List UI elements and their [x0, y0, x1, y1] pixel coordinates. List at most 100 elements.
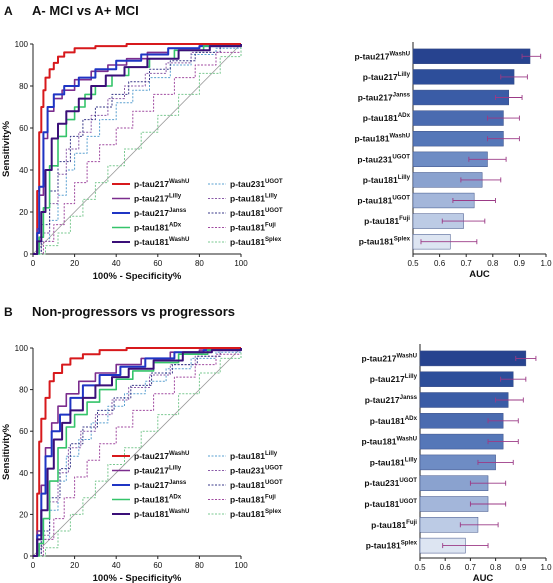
panel-a-roc-curve-6 [33, 44, 242, 255]
panel-a-legend-label: p-tau181Lilly [230, 193, 278, 204]
panel-b-legend-label: p-tau181WashU [134, 508, 190, 519]
panel-b-legend-label-sup: WashU [169, 508, 190, 515]
panel-b-roc-xtick-label: 60 [153, 561, 162, 570]
panel-b-roc-curve-9 [33, 348, 242, 557]
panel-b-roc-curve-1 [33, 348, 242, 557]
panel-b-legend-label: p-tau181ADx [134, 494, 182, 505]
panel-b-bar-label-sup: UGOT [399, 477, 417, 484]
panel-b-roc-curve-7 [33, 348, 242, 557]
panel-b-legend-label-base: p-tau217 [134, 466, 169, 476]
panel-a-roc-xtick-label: 20 [70, 259, 79, 268]
panel-b-roc-ylabel: Sensitivity% [1, 423, 12, 480]
panel-a-bar-label-base: p-tau231 [357, 154, 392, 164]
panel-b-roc-curve-6 [33, 348, 242, 557]
panel-a-legend-label: p-tau231UGOT [230, 178, 283, 189]
panel-a-bar-label: p-tau181WashU [355, 133, 411, 144]
panel-b-bar-xtick-label: 0.9 [515, 563, 527, 572]
panel-a-bar-label-base: p-tau181 [355, 134, 390, 144]
panel-b-legend-label: p-tau217Lilly [134, 465, 182, 476]
panel-a-bar-xtick-label: 0.6 [434, 259, 446, 268]
panel-a-bar-label-base: p-tau181 [363, 113, 398, 123]
panel-b-roc-xtick-label: 20 [70, 561, 79, 570]
panel-a-legend-label-sup: Lilly [265, 193, 278, 200]
panel-a-legend-label-base: p-tau181 [230, 208, 265, 218]
panel-b-bar-label: p-tau181Splex [366, 540, 418, 551]
panel-a-bar-label-sup: Splex [394, 236, 411, 243]
panel-a-bar-label: p-tau231UGOT [357, 153, 410, 164]
panel-b-legend-label-sup: WashU [169, 450, 190, 457]
panel-b-bar-label-base: p-tau217 [370, 374, 405, 384]
panel-b-roc-ytick-label: 40 [19, 469, 28, 478]
panel-a-legend-label: p-tau217WashU [134, 178, 190, 189]
panel-a-legend-label-sup: Splex [265, 236, 282, 243]
panel-b-roc-ytick-label: 0 [24, 552, 29, 561]
panel-a-roc-xtick-label: 60 [153, 259, 162, 268]
panel-b-legend-label-base: p-tau181 [230, 480, 265, 490]
panel-b-bar-label: p-tau217Lilly [370, 373, 418, 384]
panel-a-title: A- MCI vs A+ MCI [32, 3, 139, 18]
panel-b-bar-label-base: p-tau181 [370, 416, 405, 426]
panel-a-bar-1 [412, 69, 515, 85]
panel-b-bar-2 [419, 392, 509, 408]
panel-b-bar-label-base: p-tau217 [362, 353, 397, 363]
panel-a-roc-curve-8 [33, 44, 242, 255]
panel-a-legend-label-base: p-tau181 [134, 223, 169, 233]
panel-a-legend-label: p-tau181Fuji [230, 222, 276, 233]
panel-a-roc-xlabel: 100% - Specificity% [93, 271, 182, 282]
panel-b-roc-curve-4 [33, 348, 242, 557]
panel-a-bar-label-base: p-tau181 [364, 216, 399, 226]
panel-a-roc-ytick-label: 0 [24, 250, 29, 259]
panel-a-roc-ytick-label: 60 [19, 124, 28, 133]
panel-a-bar-label-sup: Lilly [398, 71, 411, 78]
panel-a-bar-xtick-label: 0.9 [514, 259, 526, 268]
panel-b-bar-label-sup: Lilly [405, 456, 418, 463]
panel-a-bar-label: p-tau181Splex [359, 236, 411, 247]
panel-b-legend-label: p-tau217Janss [134, 479, 187, 490]
panel-a-legend-label: p-tau181WashU [134, 236, 190, 247]
panel-a-legend-label-base: p-tau217 [134, 179, 169, 189]
panel-a-legend-label-sup: UGOT [265, 178, 283, 185]
panel-b-legend-label-base: p-tau181 [230, 509, 265, 519]
panel-b-legend-label-base: p-tau231 [230, 466, 265, 476]
panel-a-bar-xtick-label: 0.8 [487, 259, 499, 268]
panel-b-legend-label: p-tau181Lilly [230, 450, 278, 461]
panel-b-roc-xtick-label: 0 [31, 561, 36, 570]
panel-b-bar-label: p-tau181Fuji [371, 519, 417, 530]
panel-a-bar-label-sup: WashU [390, 50, 411, 57]
panel-a-bar-label: p-tau181ADx [363, 112, 411, 123]
panel-b-legend-label: p-tau181Splex [230, 508, 282, 519]
panel-b-bar-xtick-label: 0.7 [465, 563, 477, 572]
panel-b-legend-label-sup: Janss [169, 479, 187, 486]
panel-b-legend-label-base: p-tau181 [134, 495, 169, 505]
panel-b-bar-xtick-label: 0.5 [414, 563, 426, 572]
panel-a-legend-label-base: p-tau181 [230, 223, 265, 233]
panel-b-legend-label: p-tau181UGOT [230, 479, 283, 490]
panel-b-legend-label-base: p-tau181 [134, 509, 169, 519]
panel-b-bar-label: p-tau181WashU [362, 436, 418, 447]
panel-a-bar-label-base: p-tau217 [358, 93, 393, 103]
panel-a-roc-curve-9 [33, 44, 242, 255]
panel-b-legend-label-sup: Fuji [265, 494, 276, 501]
panel-a-bar-xtick-label: 0.5 [407, 259, 419, 268]
panel-a-bar-xlabel: AUC [469, 269, 490, 280]
panel-a-bar-xtick-label: 1.0 [540, 259, 552, 268]
panel-b-roc-ytick-label: 100 [15, 344, 29, 353]
panel-b-bar-label-base: p-tau181 [371, 520, 406, 530]
panel-b-bar-label: p-tau181UGOT [364, 498, 417, 509]
panel-a-legend-label-base: p-tau181 [134, 237, 169, 247]
panel-a-bar-label: p-tau217Lilly [363, 71, 411, 82]
panel-b-bar-label: p-tau181ADx [370, 415, 418, 426]
panel-a-bar-label-sup: WashU [390, 133, 411, 140]
panel-a-letter: A [4, 4, 13, 18]
panel-a-legend-label: p-tau181ADx [134, 222, 182, 233]
panel-b-legend-label: p-tau217WashU [134, 450, 190, 461]
panel-b-bar-label-base: p-tau181 [370, 457, 405, 467]
panel-a-bar-label-base: p-tau217 [363, 72, 398, 82]
panel-b-bar-label-base: p-tau217 [365, 395, 400, 405]
panel-a-bar-label-sup: UGOT [392, 153, 410, 160]
panel-b-letter: B [4, 305, 13, 319]
panel-b-bar-label: p-tau231UGOT [364, 477, 417, 488]
panel-b-bar-label-sup: UGOT [399, 498, 417, 505]
panel-a-roc-ylabel: Sensitivity% [1, 120, 12, 177]
